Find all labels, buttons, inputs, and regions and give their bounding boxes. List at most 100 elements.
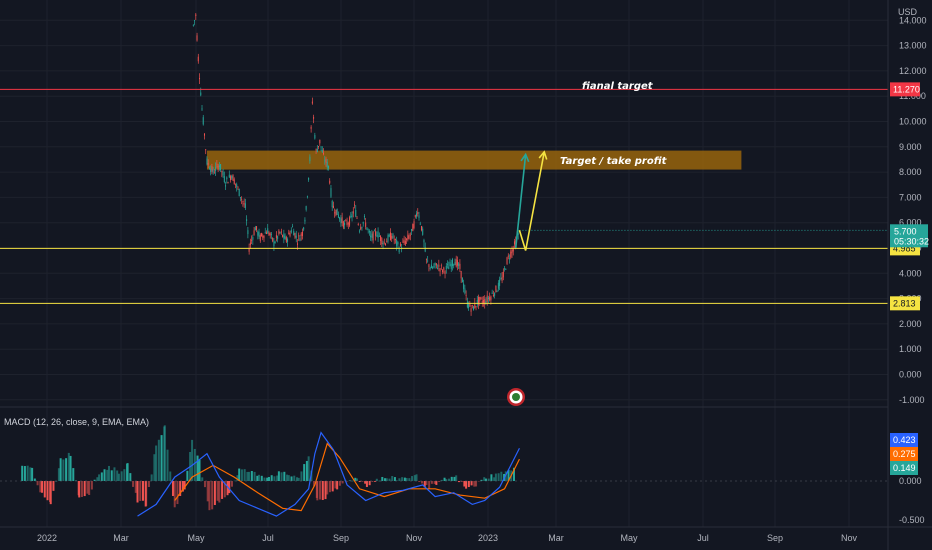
macd-axis[interactable]: -0.500 0.000: [0, 476, 925, 525]
candle-body: [381, 238, 383, 244]
candle-body: [203, 133, 205, 136]
macd-histogram-bar: [75, 480, 78, 481]
candle-body: [194, 20, 196, 22]
time-tick-label: Sep: [333, 533, 349, 543]
candle-body: [358, 230, 360, 232]
macd-value-badge: [890, 461, 918, 475]
macd-histogram-bar: [150, 474, 153, 481]
vertical-gridlines: [46, 0, 850, 527]
macd-histogram-bar: [169, 471, 172, 481]
macd-histogram-bar: [443, 477, 446, 481]
candle-body: [429, 267, 431, 269]
projection-arrow-yellow[interactable]: [518, 151, 546, 251]
last-price-badge: [890, 224, 928, 248]
time-axis[interactable]: 2022 Mar May Jul Sep Nov 2023 Mar May Jul Sep Nov: [37, 533, 858, 543]
candle-body: [500, 277, 502, 280]
candle-body: [370, 235, 372, 238]
macd-histogram-bar: [303, 464, 306, 481]
macd-histogram-bar: [238, 468, 241, 481]
candle-body: [320, 146, 322, 148]
projection-arrow-teal[interactable]: [514, 154, 527, 249]
candle-body: [236, 184, 238, 187]
macd-histogram-bar: [117, 473, 120, 481]
macd-histogram-bar: [280, 472, 283, 481]
macd-histogram-bar: [295, 477, 298, 481]
candle-body: [469, 302, 471, 307]
macd-histogram-bar: [72, 468, 75, 481]
candle-body: [335, 209, 337, 216]
candle-body: [303, 227, 305, 230]
macd-histogram-bar: [384, 478, 387, 481]
level-price-badge: [890, 296, 920, 311]
macd-histogram-bar: [307, 456, 310, 481]
candle-body: [402, 241, 404, 243]
target-zone-label[interactable]: Target / take profit: [560, 156, 668, 167]
candle-body: [507, 255, 509, 257]
macd-histogram-bar: [331, 481, 334, 492]
candle-body: [422, 228, 424, 235]
macd-histogram-bar: [336, 481, 339, 490]
candle-body: [464, 288, 466, 294]
macd-histogram-bar: [483, 477, 486, 481]
target-zone[interactable]: [206, 150, 742, 170]
macd-histogram-bar: [334, 481, 337, 489]
projection-arrows: [514, 150, 548, 251]
candle-body: [365, 222, 367, 227]
candle-body: [232, 175, 234, 181]
candle-body: [404, 241, 406, 245]
candle-body: [448, 266, 450, 270]
macd-histogram-bar: [490, 474, 493, 481]
candle-body: [283, 233, 285, 239]
candle-body: [270, 233, 272, 235]
macd-histogram-bar: [93, 479, 96, 481]
macd-histogram-bar: [69, 455, 72, 481]
macd-histogram-bar: [39, 481, 42, 493]
macd-histogram-bar: [346, 481, 349, 482]
candle-body: [264, 232, 266, 234]
macd-histogram-bar: [186, 470, 189, 481]
candle-body: [511, 249, 513, 254]
macd-histogram-bar: [512, 467, 515, 481]
candle-body: [239, 197, 241, 199]
candle-body: [329, 180, 331, 184]
level-price-value: 11.270: [893, 84, 920, 94]
macd-histogram-bar: [283, 471, 286, 481]
macd-histogram-bar: [423, 481, 426, 488]
price-tick-label: 6.000: [899, 218, 922, 228]
macd-histogram-bar: [163, 425, 166, 481]
candle-body: [205, 149, 207, 151]
candle-body: [254, 227, 256, 231]
candle-body: [411, 228, 413, 231]
time-tick-label: Nov: [841, 533, 858, 543]
candle-body: [363, 216, 365, 218]
macd-histogram-bar: [83, 481, 86, 497]
candle-body: [197, 56, 199, 62]
final-target-annotation[interactable]: fianal target: [582, 81, 654, 92]
macd-histogram-bar: [507, 469, 510, 481]
candle-body: [248, 248, 250, 252]
macd-histogram-bar: [90, 481, 93, 490]
tradingview-logo-icon[interactable]: [507, 388, 525, 406]
candle-body: [347, 223, 349, 225]
candle-body: [311, 101, 313, 104]
candle-body: [292, 226, 294, 228]
macd-value: 0.275: [893, 449, 916, 459]
macd-histogram-bar: [213, 481, 216, 506]
candle-body: [447, 264, 449, 266]
candle-body: [326, 161, 328, 168]
candle-body: [295, 235, 297, 238]
candle-body: [499, 279, 501, 287]
macd-histogram-bar: [113, 467, 116, 481]
macd-histogram-bar: [139, 481, 142, 501]
candle-body: [501, 277, 503, 281]
macd-histogram-bar: [266, 477, 269, 481]
macd-indicator-title[interactable]: MACD (12, 26, close, 9, EMA, EMA): [4, 417, 149, 427]
candle-body: [427, 260, 429, 262]
candle-body: [385, 243, 387, 246]
macd-histogram-bar: [160, 435, 163, 481]
price-tick-label: 4.000: [899, 268, 922, 278]
macd-histogram-bar: [226, 481, 229, 496]
candle-body: [336, 208, 338, 215]
macd-histogram-bar: [181, 481, 184, 492]
